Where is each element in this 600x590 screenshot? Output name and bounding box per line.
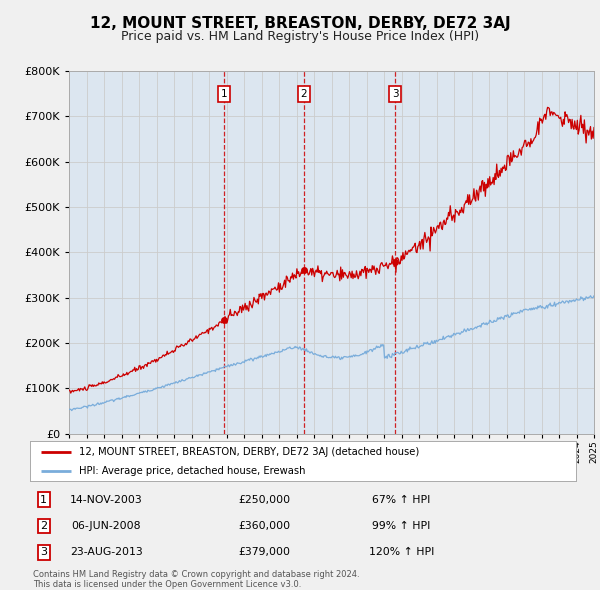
Text: 120% ↑ HPI: 120% ↑ HPI — [368, 548, 434, 558]
Text: HPI: Average price, detached house, Erewash: HPI: Average price, detached house, Erew… — [79, 466, 305, 476]
Text: 06-JUN-2008: 06-JUN-2008 — [71, 521, 141, 531]
Text: 23-AUG-2013: 23-AUG-2013 — [70, 548, 143, 558]
Text: Contains HM Land Registry data © Crown copyright and database right 2024.: Contains HM Land Registry data © Crown c… — [33, 570, 359, 579]
Text: £250,000: £250,000 — [239, 495, 291, 504]
Text: 2: 2 — [40, 521, 47, 531]
Text: Price paid vs. HM Land Registry's House Price Index (HPI): Price paid vs. HM Land Registry's House … — [121, 30, 479, 43]
Text: 12, MOUNT STREET, BREASTON, DERBY, DE72 3AJ (detached house): 12, MOUNT STREET, BREASTON, DERBY, DE72 … — [79, 447, 419, 457]
Text: 99% ↑ HPI: 99% ↑ HPI — [372, 521, 430, 531]
Text: 67% ↑ HPI: 67% ↑ HPI — [372, 495, 430, 504]
Text: 1: 1 — [40, 495, 47, 504]
Text: This data is licensed under the Open Government Licence v3.0.: This data is licensed under the Open Gov… — [33, 579, 301, 589]
Text: 14-NOV-2003: 14-NOV-2003 — [70, 495, 143, 504]
Text: 2: 2 — [301, 90, 307, 99]
Text: 3: 3 — [40, 548, 47, 558]
Text: 3: 3 — [392, 90, 398, 99]
Text: £360,000: £360,000 — [239, 521, 291, 531]
Text: 12, MOUNT STREET, BREASTON, DERBY, DE72 3AJ: 12, MOUNT STREET, BREASTON, DERBY, DE72 … — [89, 16, 511, 31]
Text: 1: 1 — [221, 90, 227, 99]
Text: £379,000: £379,000 — [239, 548, 291, 558]
